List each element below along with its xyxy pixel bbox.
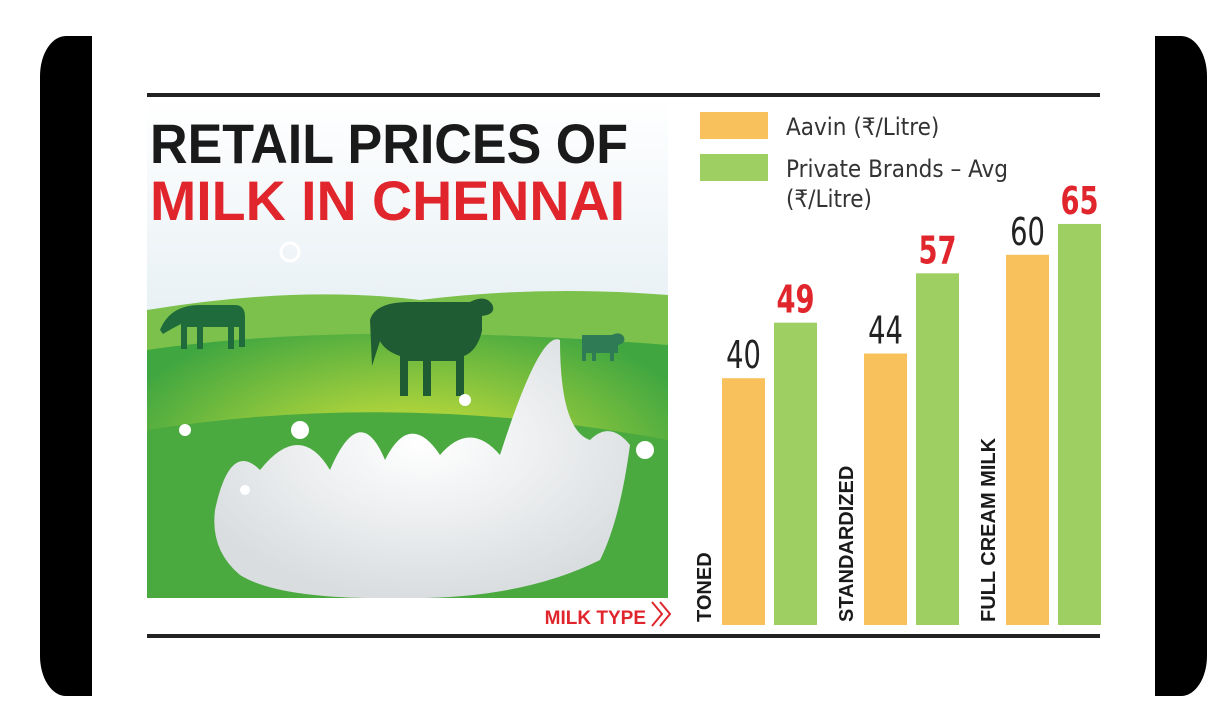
bar bbox=[916, 273, 959, 625]
value-label: 65 bbox=[1060, 180, 1098, 224]
x-tick-label: FULL CREAM MILK bbox=[978, 437, 1000, 622]
legend-swatch bbox=[700, 154, 768, 181]
arrow bbox=[651, 601, 672, 627]
frame-right bbox=[1155, 36, 1182, 696]
value-label: 60 bbox=[1010, 211, 1045, 255]
illustration bbox=[147, 100, 668, 636]
legend-item: Aavin (₹/Litre) bbox=[700, 112, 1016, 142]
bar bbox=[864, 353, 907, 625]
chart-title: MILK IN CHENNAI bbox=[150, 169, 625, 232]
bar bbox=[1058, 223, 1101, 625]
chart-title: RETAIL PRICES OF bbox=[150, 112, 628, 175]
frame-left bbox=[65, 36, 92, 696]
value-label: 44 bbox=[868, 309, 903, 353]
bar bbox=[774, 322, 817, 625]
legend-item: Private Brands – Avg (₹/Litre) bbox=[700, 154, 1016, 214]
x-tick-label: TONED bbox=[694, 552, 716, 622]
legend-label: Private Brands – Avg (₹/Litre) bbox=[786, 155, 1008, 213]
x-axis-label: MILK TYPE bbox=[545, 608, 646, 629]
value-label: 57 bbox=[918, 229, 956, 273]
legend-swatch bbox=[700, 112, 768, 139]
bar bbox=[722, 378, 765, 625]
x-tick-label: STANDARDIZED bbox=[836, 466, 858, 622]
value-label: 49 bbox=[776, 278, 814, 322]
bar bbox=[1006, 254, 1049, 626]
value-label: 40 bbox=[726, 334, 761, 378]
legend-label: Aavin (₹/Litre) bbox=[786, 113, 940, 141]
